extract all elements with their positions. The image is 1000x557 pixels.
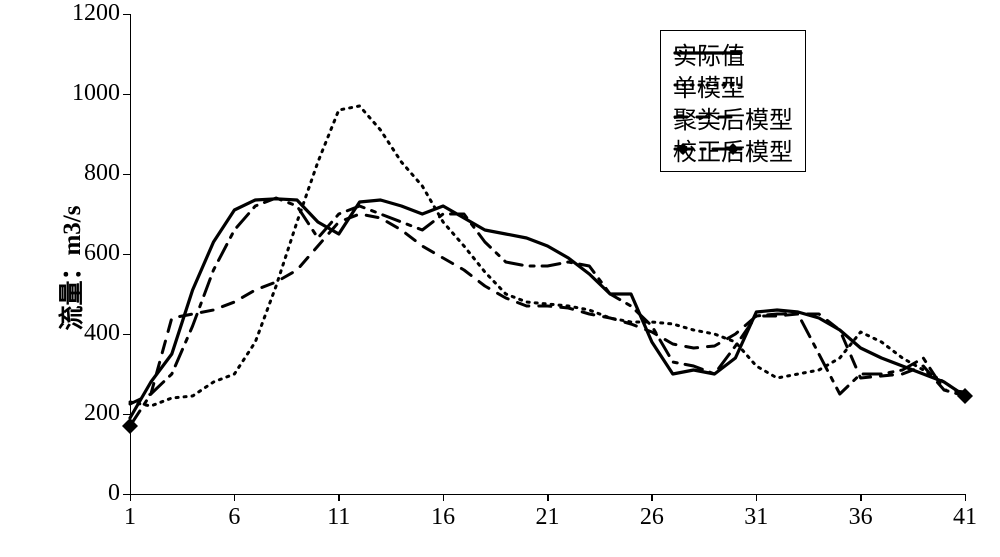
y-tick-mark [123,174,130,176]
legend-row: 聚类后模型 [673,101,793,133]
y-tick-mark [123,414,130,416]
x-tick-mark [338,494,340,501]
y-tick-label: 0 [40,480,120,507]
marker-diamond [122,418,138,434]
series-校正后模型 [130,198,965,426]
x-tick-label: 31 [744,504,768,531]
legend-swatch [673,74,743,96]
y-tick-label: 200 [40,400,120,427]
legend: 实际值单模型聚类后模型校正后模型 [660,30,806,172]
y-tick-label: 800 [40,160,120,187]
series-聚类后模型 [130,214,965,404]
x-tick-mark [547,494,549,501]
x-tick-label: 6 [228,504,240,531]
x-tick-label: 26 [640,504,664,531]
x-tick-label: 16 [431,504,455,531]
series-实际值 [130,199,965,418]
x-tick-label: 21 [536,504,560,531]
legend-swatch [673,42,743,64]
x-tick-mark [860,494,862,501]
x-tick-mark [130,494,132,501]
x-tick-mark [443,494,445,501]
y-tick-mark [123,14,130,16]
x-tick-label: 36 [849,504,873,531]
y-tick-mark [123,334,130,336]
legend-row: 实际值 [673,37,793,69]
x-tick-label: 11 [327,504,350,531]
legend-row: 单模型 [673,69,793,101]
x-tick-mark [756,494,758,501]
x-tick-mark [965,494,967,501]
y-tick-mark [123,94,130,96]
y-tick-label: 400 [40,320,120,347]
chart-svg [0,0,1000,557]
x-tick-mark [234,494,236,501]
legend-swatch [673,106,743,128]
y-tick-label: 600 [40,240,120,267]
y-tick-label: 1200 [40,0,120,27]
legend-row: 校正后模型 [673,133,793,165]
y-tick-label: 1000 [40,80,120,107]
x-tick-label: 41 [953,504,977,531]
legend-swatch [673,138,743,160]
x-tick-label: 1 [124,504,136,531]
x-tick-mark [651,494,653,501]
chart-container: 流量：m3/s 02004006008001000120016111621263… [0,0,1000,557]
y-tick-mark [123,254,130,256]
series-单模型 [130,106,965,406]
